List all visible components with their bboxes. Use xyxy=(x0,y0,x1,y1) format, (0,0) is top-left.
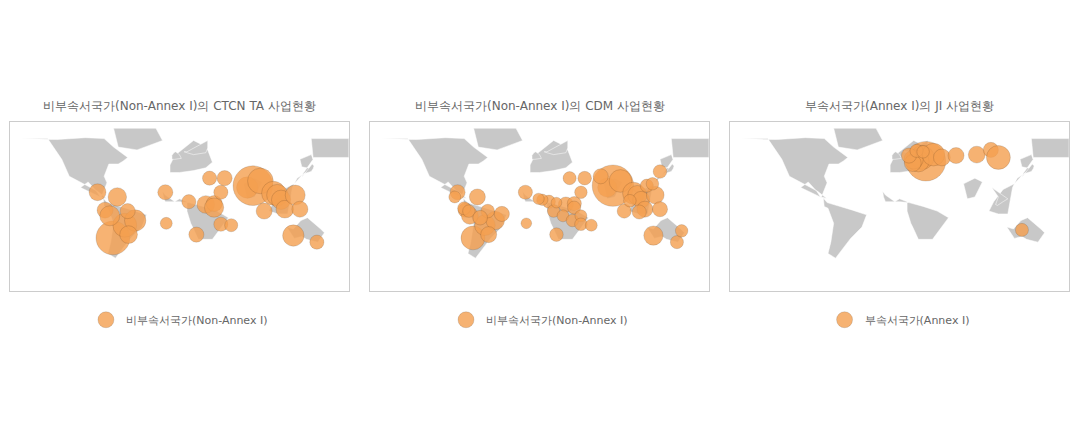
svg-text:비부속서국가(Non-Annex I)의 CTCN TA 사: 비부속서국가(Non-Annex I)의 CTCN TA 사업현황 xyxy=(43,99,316,113)
svg-text:비부속서국가(Non-Annex I): 비부속서국가(Non-Annex I) xyxy=(126,314,268,327)
svg-text:비부속서국가(Non-Annex I)의 CDM 사업현황: 비부속서국가(Non-Annex I)의 CDM 사업현황 xyxy=(415,99,665,113)
svg-text:부속서국가(Annex I): 부속서국가(Annex I) xyxy=(865,314,970,327)
svg-text:비부속서국가(Non-Annex I): 비부속서국가(Non-Annex I) xyxy=(486,314,628,327)
svg-text:부속서국가(Annex I)의 JI 사업현황: 부속서국가(Annex I)의 JI 사업현황 xyxy=(805,99,994,113)
